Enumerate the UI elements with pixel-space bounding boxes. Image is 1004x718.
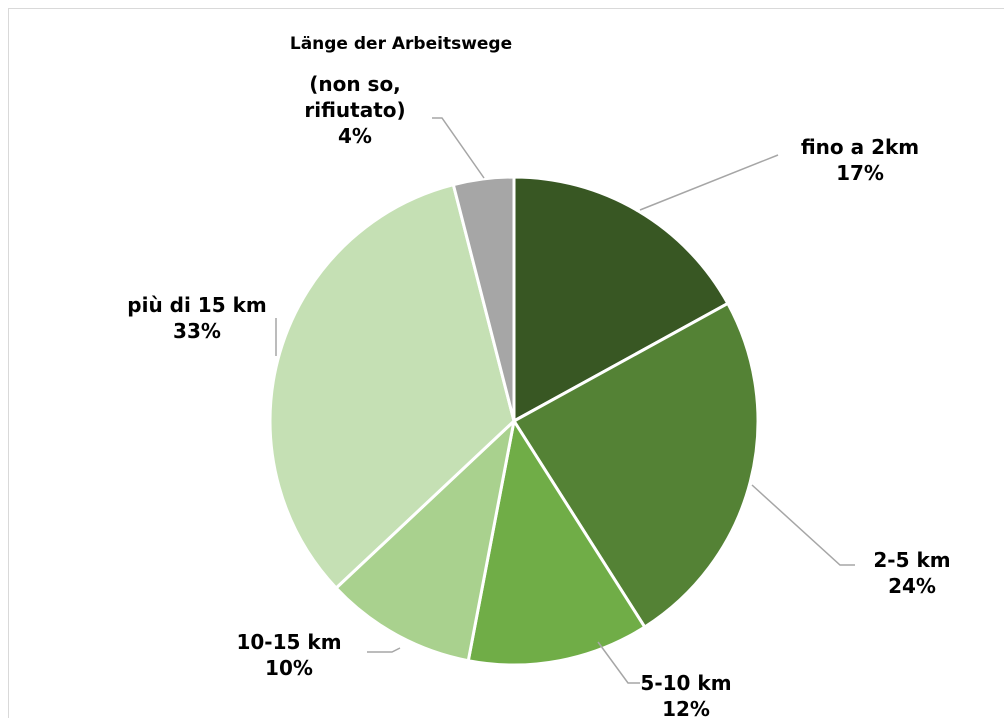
chart-border — [8, 8, 1004, 718]
value-label: 10% — [265, 656, 313, 680]
leader-line — [751, 484, 855, 566]
value-label: 4% — [338, 124, 372, 148]
pie-slice — [334, 419, 516, 663]
value-label: 33% — [173, 319, 221, 343]
value-label: 12% — [662, 697, 710, 718]
leader-line — [639, 154, 779, 211]
leader-line — [367, 647, 401, 653]
data-label: più di 15 km 33% — [127, 292, 266, 344]
category-label: 2-5 km — [873, 548, 951, 572]
pie-slice — [512, 175, 730, 423]
pie-slice — [268, 183, 516, 590]
data-label: fino a 2km 17% — [801, 134, 919, 186]
chart-title: Länge der Arbeitswege — [289, 34, 513, 54]
category-label: 10-15 km — [236, 630, 342, 654]
data-label: 5-10 km 12% — [640, 670, 731, 718]
pie-slice — [512, 301, 760, 629]
value-label: 24% — [888, 574, 936, 598]
leader-line — [432, 117, 485, 179]
category-label: fino a 2km — [800, 135, 920, 159]
pie-slice — [451, 175, 516, 423]
category-label: più di 15 km — [127, 293, 267, 317]
leader-line — [597, 641, 640, 684]
value-label: 17% — [836, 161, 884, 185]
data-label: 10-15 km 10% — [236, 629, 341, 681]
category-label: 5-10 km — [640, 671, 732, 695]
data-label: (non so, rifiutato) 4% — [290, 71, 420, 149]
data-label: 2-5 km 24% — [873, 547, 950, 599]
category-label: (non so, rifiutato) — [304, 72, 406, 122]
pie-slice — [466, 419, 647, 667]
